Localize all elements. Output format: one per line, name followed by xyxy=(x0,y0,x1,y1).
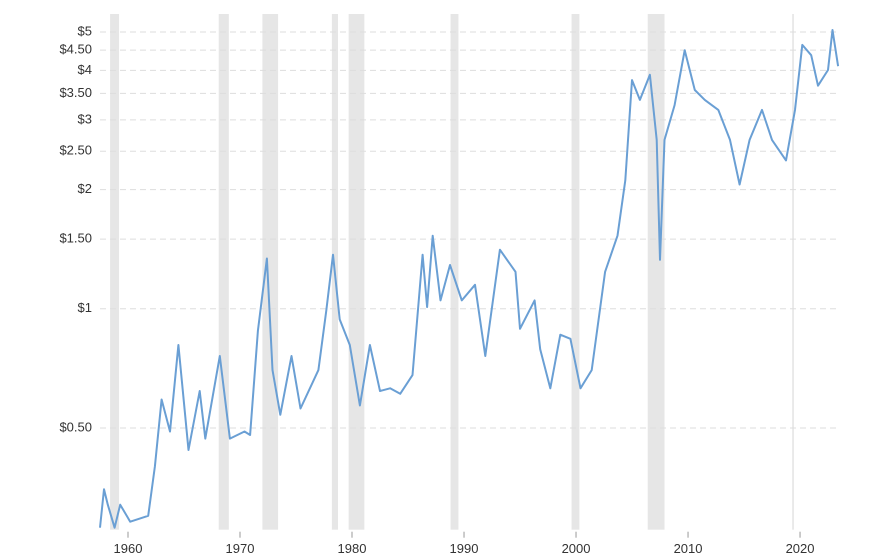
shaded-range xyxy=(110,14,120,530)
y-tick-label: $2 xyxy=(78,181,92,196)
shaded-range xyxy=(571,14,580,530)
shaded-range xyxy=(218,14,229,530)
y-tick-label: $2.50 xyxy=(59,143,92,158)
y-tick-label: $3.50 xyxy=(59,85,92,100)
x-tick-label: 1990 xyxy=(450,541,479,556)
y-tick-label: $4 xyxy=(78,62,92,77)
x-tick-label: 2010 xyxy=(674,541,703,556)
y-tick-label: $4.50 xyxy=(59,42,92,57)
y-tick-label: $5 xyxy=(78,23,92,38)
x-tick-label: 1960 xyxy=(114,541,143,556)
shaded-range xyxy=(450,14,459,530)
shaded-range xyxy=(348,14,365,530)
x-tick-label: 2000 xyxy=(562,541,591,556)
y-tick-label: $1.50 xyxy=(59,231,92,246)
x-tick-label: 2020 xyxy=(786,541,815,556)
y-tick-label: $0.50 xyxy=(59,419,92,434)
x-tick-label: 1970 xyxy=(226,541,255,556)
y-tick-label: $1 xyxy=(78,300,92,315)
price-line xyxy=(99,29,840,529)
shaded-range xyxy=(647,14,665,530)
y-tick-label: $3 xyxy=(78,111,92,126)
shaded-range xyxy=(792,14,794,530)
shaded-range xyxy=(262,14,279,530)
x-tick-label: 1980 xyxy=(338,541,367,556)
